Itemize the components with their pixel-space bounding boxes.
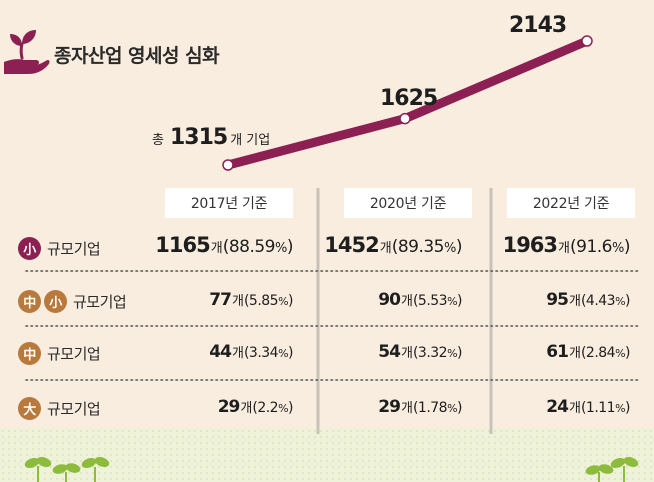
table-cell: 1165 개 (88.59%) xyxy=(143,233,293,263)
cell-count: 90 xyxy=(378,290,401,310)
data-point-2020 xyxy=(399,112,411,125)
cell-count: 1165 xyxy=(155,233,210,257)
table-cell: 77 개 (5.85%) xyxy=(143,286,293,316)
table-cell: 95 개 (4.43%) xyxy=(480,286,630,316)
cell-unit: 개 xyxy=(400,346,413,361)
cell-unit: 개 xyxy=(231,294,244,309)
chart-title: 종자산업 영세성 심화 xyxy=(54,45,220,67)
cell-unit: 개 xyxy=(240,401,253,416)
data-point-2022 xyxy=(581,35,593,47)
cell-unit: 개 xyxy=(210,241,223,256)
row-separators xyxy=(25,270,641,381)
cell-unit: 개 xyxy=(379,241,392,256)
table-cell: 1963 개 (91.6%) xyxy=(480,233,631,263)
row-label-text: 규모기업 xyxy=(47,239,101,258)
data-label-2022: 2143 xyxy=(509,13,567,38)
grass-band xyxy=(0,428,654,482)
cell-share-value: 1.78 xyxy=(417,400,448,416)
cell-count: 1452 xyxy=(324,233,379,257)
cell-share: (2.2%) xyxy=(252,400,293,416)
data-label-2017: 총 1315 개 기업 xyxy=(152,125,270,150)
cell-share-value: 4.43 xyxy=(585,293,616,309)
cell-share-value: 3.32 xyxy=(417,345,448,361)
table-cell: 1452 개 (89.35%) xyxy=(312,233,462,263)
row-label: 中小 규모기업 xyxy=(18,286,127,316)
cell-share: (1.78%) xyxy=(412,400,463,416)
data-point-2017 xyxy=(222,159,234,171)
cell-share: (89.35%) xyxy=(391,237,463,257)
row-label: 大 규모기업 xyxy=(18,393,101,423)
data-label-value: 1625 xyxy=(380,86,438,111)
cell-count: 29 xyxy=(217,397,241,417)
cell-share-value: 1.11 xyxy=(585,400,616,416)
table-cell: 44 개 (3.34%) xyxy=(143,338,293,368)
size-badge: 小 xyxy=(44,289,67,313)
size-badge: 中 xyxy=(18,289,41,313)
column-header-2022: 2022년 기준 xyxy=(507,188,635,218)
cell-share: (1.11%) xyxy=(580,400,631,416)
cell-share: (5.85%) xyxy=(243,293,294,309)
data-label-2020: 1625 xyxy=(380,86,438,111)
cell-unit: 개 xyxy=(400,294,413,309)
sprout-in-hand-icon xyxy=(4,30,50,74)
data-label-value: 1315 xyxy=(169,125,228,150)
cell-share-value: 2.84 xyxy=(585,345,616,361)
table-cell: 61 개 (2.84%) xyxy=(480,338,630,368)
table-cell: 29 개 (1.78%) xyxy=(312,393,462,423)
cell-count: 54 xyxy=(378,342,401,362)
column-header-2017: 2017년 기준 xyxy=(165,188,293,218)
cell-share: (4.43%) xyxy=(580,293,631,309)
table-cell: 54 개 (3.32%) xyxy=(312,338,462,368)
cell-count: 61 xyxy=(546,342,569,362)
cell-unit: 개 xyxy=(400,401,413,416)
size-badge: 大 xyxy=(18,396,41,420)
cell-unit: 개 xyxy=(568,294,581,309)
cell-share-value: 89.35 xyxy=(397,237,445,257)
row-label-text: 규모기업 xyxy=(47,344,101,363)
cell-share-value: 5.53 xyxy=(417,293,448,309)
row-label-text: 규모기업 xyxy=(73,292,127,311)
cell-share-value: 88.59 xyxy=(228,237,276,257)
row-label: 小 규모기업 xyxy=(18,233,101,263)
cell-share: (3.32%) xyxy=(412,345,463,361)
cell-share-value: 5.85 xyxy=(248,293,279,309)
cell-share-value: 91.6 xyxy=(576,237,612,257)
table-cell: 90 개 (5.53%) xyxy=(312,286,462,316)
data-label-prefix: 총 xyxy=(152,133,164,148)
cell-share: (91.6%) xyxy=(570,237,631,257)
line-chart xyxy=(222,35,593,171)
cell-share: (88.59%) xyxy=(222,237,294,257)
cell-share-value: 2.2 xyxy=(257,400,279,416)
cell-unit: 개 xyxy=(568,401,581,416)
cell-unit: 개 xyxy=(231,346,244,361)
cell-unit: 개 xyxy=(558,241,570,256)
cell-share: (5.53%) xyxy=(412,293,463,309)
cell-share: (3.34%) xyxy=(243,345,294,361)
cell-count: 29 xyxy=(378,397,401,417)
row-label: 中 규모기업 xyxy=(18,338,101,368)
data-label-value: 2143 xyxy=(509,13,567,38)
cell-count: 24 xyxy=(546,397,569,417)
row-label-text: 규모기업 xyxy=(47,399,101,418)
data-label-suffix: 개 기업 xyxy=(230,133,271,148)
size-badge: 小 xyxy=(18,236,41,260)
cell-unit: 개 xyxy=(568,346,581,361)
cell-share: (2.84%) xyxy=(580,345,631,361)
table-cell: 24 개 (1.11%) xyxy=(480,393,630,423)
sprout-icon xyxy=(24,457,639,482)
cell-count: 77 xyxy=(209,290,232,310)
table-cell: 29 개 (2.2%) xyxy=(143,393,294,423)
column-header-2020: 2020년 기준 xyxy=(344,188,472,218)
size-badge: 中 xyxy=(18,341,41,365)
cell-count: 95 xyxy=(546,290,569,310)
cell-share-value: 3.34 xyxy=(248,345,279,361)
cell-count: 44 xyxy=(209,342,232,362)
cell-count: 1963 xyxy=(502,233,558,257)
column-separators xyxy=(316,188,493,434)
